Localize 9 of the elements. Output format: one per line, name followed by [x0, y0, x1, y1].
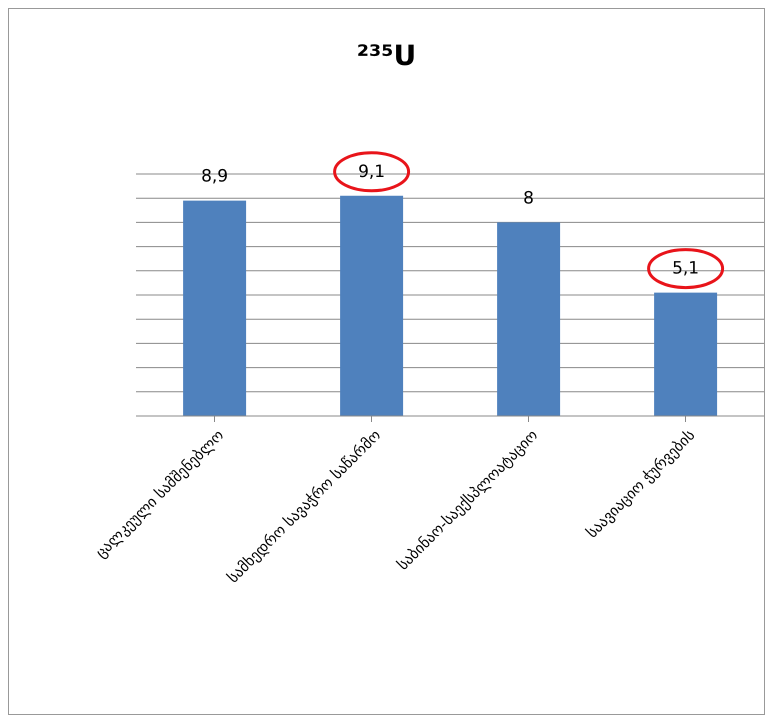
data-label: 8,9 — [201, 166, 228, 187]
bar — [497, 222, 560, 416]
bar — [340, 196, 404, 416]
chart-title: ²³⁵U — [356, 39, 418, 72]
bar — [183, 200, 246, 416]
data-label: 8 — [523, 188, 534, 208]
data-label: 5,1 — [672, 258, 700, 279]
bar — [654, 292, 718, 416]
data-label: 9,1 — [358, 162, 386, 182]
